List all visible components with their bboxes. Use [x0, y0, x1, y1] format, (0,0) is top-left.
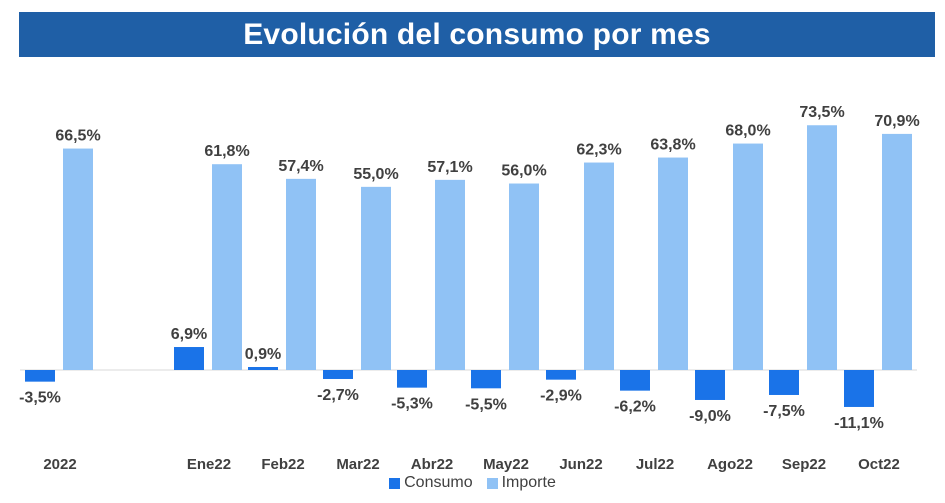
- data-label-importe-jun22: 62,3%: [576, 142, 621, 159]
- bar-importe-mar22: [361, 186, 391, 370]
- data-label-importe-2022: 66,5%: [55, 128, 100, 145]
- legend-label-consumo: Consumo: [404, 474, 473, 491]
- bar-importe-abr22: [435, 179, 465, 370]
- legend-swatch-consumo: [389, 477, 401, 489]
- bar-importe-oct22: [882, 133, 912, 370]
- legend-entry-consumo: Consumo: [389, 474, 473, 492]
- legend-entry-importe: Importe: [486, 474, 556, 492]
- bar-consumo-jul22: [620, 370, 650, 391]
- bar-importe-sep22: [807, 125, 837, 371]
- bar-consumo-mar22: [323, 370, 353, 379]
- x-tick-label-2022: 2022: [43, 456, 76, 473]
- bar-consumo-ene22: [174, 347, 204, 370]
- data-label-consumo-may22: -5,5%: [465, 396, 507, 413]
- x-tick-label-mar22: Mar22: [336, 456, 379, 473]
- bar-importe-ene22: [212, 164, 242, 370]
- bar-consumo-ago22: [695, 370, 725, 400]
- bar-importe-ago22: [733, 143, 763, 370]
- bar-consumo-sep22: [769, 370, 799, 395]
- data-label-consumo-abr22: -5,3%: [391, 396, 433, 413]
- legend-label-importe: Importe: [501, 474, 556, 491]
- x-tick-label-ago22: Ago22: [707, 456, 753, 473]
- bar-importe-2022: [63, 148, 93, 370]
- data-label-importe-ago22: 68,0%: [725, 123, 770, 140]
- bar-importe-jul22: [658, 157, 688, 370]
- data-label-importe-jul22: 63,8%: [650, 137, 695, 154]
- x-tick-label-feb22: Feb22: [261, 456, 304, 473]
- bar-consumo-may22: [471, 370, 501, 389]
- x-tick-label-may22: May22: [483, 456, 529, 473]
- data-label-importe-may22: 56,0%: [501, 163, 546, 180]
- data-label-importe-ene22: 61,8%: [204, 143, 249, 160]
- x-tick-label-sep22: Sep22: [782, 456, 826, 473]
- data-label-importe-feb22: 57,4%: [278, 158, 323, 175]
- data-label-consumo-ago22: -9,0%: [689, 408, 731, 425]
- data-label-consumo-jun22: -2,9%: [540, 388, 582, 405]
- data-label-consumo-jul22: -6,2%: [614, 399, 656, 416]
- data-label-importe-mar22: 55,0%: [353, 166, 398, 183]
- chart-title-banner: Evolución del consumo por mes: [19, 12, 935, 57]
- data-label-consumo-mar22: -2,7%: [317, 387, 359, 404]
- x-tick-label-abr22: Abr22: [411, 456, 454, 473]
- data-label-consumo-feb22: 0,9%: [245, 346, 281, 363]
- data-label-importe-oct22: 70,9%: [874, 113, 919, 130]
- data-label-consumo-oct22: -11,1%: [834, 415, 884, 432]
- bar-consumo-oct22: [844, 370, 874, 407]
- data-label-consumo-2022: -3,5%: [19, 390, 61, 407]
- legend: Consumo Importe: [0, 472, 945, 494]
- data-label-importe-sep22: 73,5%: [799, 104, 844, 121]
- x-tick-label-ene22: Ene22: [187, 456, 231, 473]
- bar-consumo-feb22: [248, 367, 278, 370]
- x-tick-label-oct22: Oct22: [858, 456, 900, 473]
- chart-title: Evolución del consumo por mes: [243, 17, 711, 51]
- bar-consumo-2022: [25, 370, 55, 382]
- bar-consumo-abr22: [397, 370, 427, 388]
- bar-importe-feb22: [286, 178, 316, 370]
- bar-importe-jun22: [584, 162, 614, 370]
- data-label-consumo-ene22: 6,9%: [171, 326, 207, 343]
- data-label-importe-abr22: 57,1%: [427, 159, 472, 176]
- x-tick-label-jul22: Jul22: [636, 456, 674, 473]
- bar-consumo-jun22: [546, 370, 576, 380]
- legend-swatch-importe: [486, 477, 498, 489]
- bar-importe-may22: [509, 183, 539, 370]
- x-tick-label-jun22: Jun22: [559, 456, 602, 473]
- data-label-consumo-sep22: -7,5%: [763, 403, 805, 420]
